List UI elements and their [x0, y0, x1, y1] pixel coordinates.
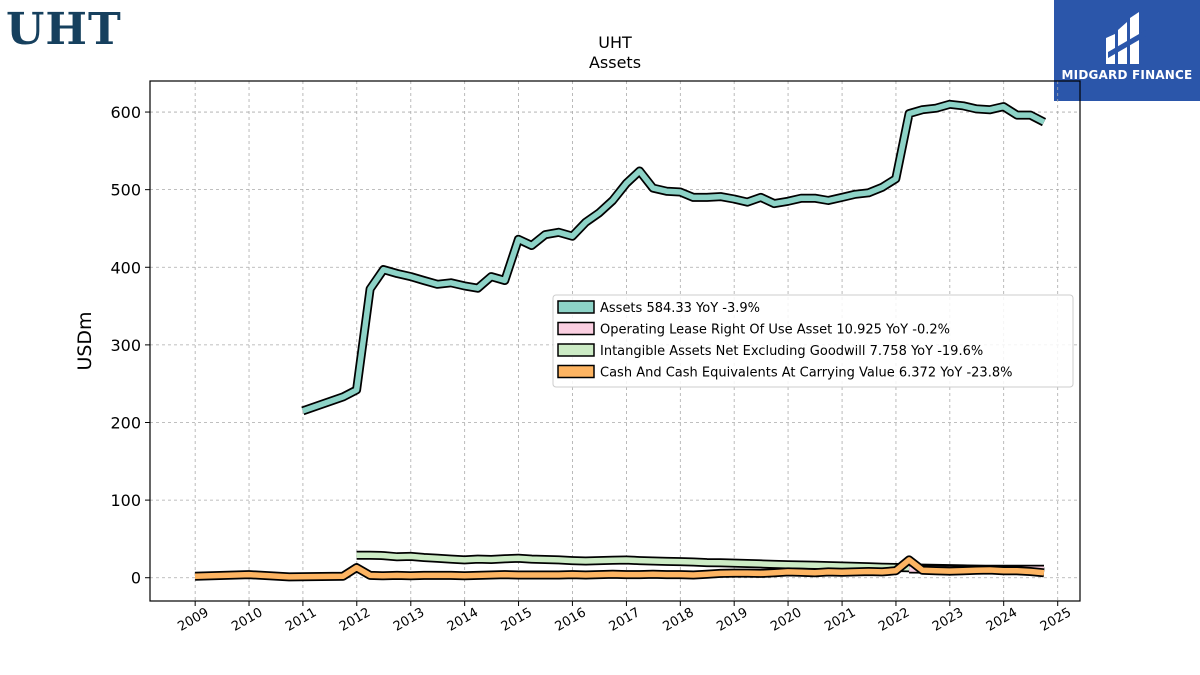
x-tick-label: 2014 — [445, 605, 481, 635]
legend-frame — [552, 294, 1074, 388]
x-tick-label: 2009 — [175, 605, 211, 635]
y-tick-label: 600 — [110, 103, 141, 122]
x-tick-label: 2012 — [337, 605, 373, 635]
chart-title: UHT — [598, 33, 632, 52]
x-tick-label: 2021 — [822, 605, 858, 635]
legend-swatch — [557, 321, 595, 336]
y-axis-label: USDm — [74, 311, 96, 370]
y-tick-label: 400 — [110, 258, 141, 277]
x-tick-label: 2022 — [876, 605, 912, 635]
midgard-logo-icon — [1106, 12, 1146, 64]
y-tick-label: 500 — [110, 181, 141, 200]
chart-subtitle: Assets — [589, 53, 641, 72]
x-tick-label: 2011 — [283, 605, 319, 635]
x-tick-label: 2015 — [499, 605, 535, 635]
legend-entry: Assets 584.33 YoY -3.9% — [600, 301, 760, 316]
y-tick-label: 0 — [131, 569, 141, 588]
x-tick-label: 2023 — [930, 605, 966, 635]
x-tick-label: 2010 — [229, 605, 265, 635]
x-tick-label: 2016 — [553, 605, 589, 635]
brand-name: MIDGARD FINANCE — [1061, 68, 1193, 82]
x-tick-label: 2025 — [1038, 605, 1074, 635]
x-tick-label: 2017 — [607, 605, 643, 635]
brand-logo-box: MIDGARD FINANCE — [1054, 0, 1200, 101]
legend-swatch — [557, 300, 595, 314]
assets-line — [301, 101, 1046, 414]
legend-swatch — [557, 343, 595, 357]
x-tick-label: 2020 — [768, 605, 804, 635]
legend-entry: Intangible Assets Net Excluding Goodwill… — [600, 344, 983, 359]
legend-swatch — [557, 364, 595, 379]
legend: Assets 584.33 YoY -3.9% Operating Lease R… — [552, 294, 1074, 388]
x-tick-label: 2018 — [660, 605, 696, 635]
plot-frame — [149, 80, 1081, 602]
x-tick-label: 2019 — [714, 605, 750, 635]
y-tick-label: 100 — [110, 491, 141, 510]
ticker-logo: UHT — [6, 4, 122, 55]
cash-and-cash-equivalents-at-carrying-value-line — [194, 557, 1045, 580]
y-tick-label: 300 — [110, 336, 141, 355]
legend-entry: Cash And Cash Equivalents At Carrying Va… — [600, 366, 1012, 381]
series-layer — [194, 99, 1047, 582]
y-tick-label: 200 — [110, 413, 141, 432]
x-tick-label: 2024 — [984, 605, 1020, 635]
legend-entry: Operating Lease Right Of Use Asset 10.92… — [600, 323, 950, 338]
x-tick-label: 2013 — [391, 605, 427, 635]
